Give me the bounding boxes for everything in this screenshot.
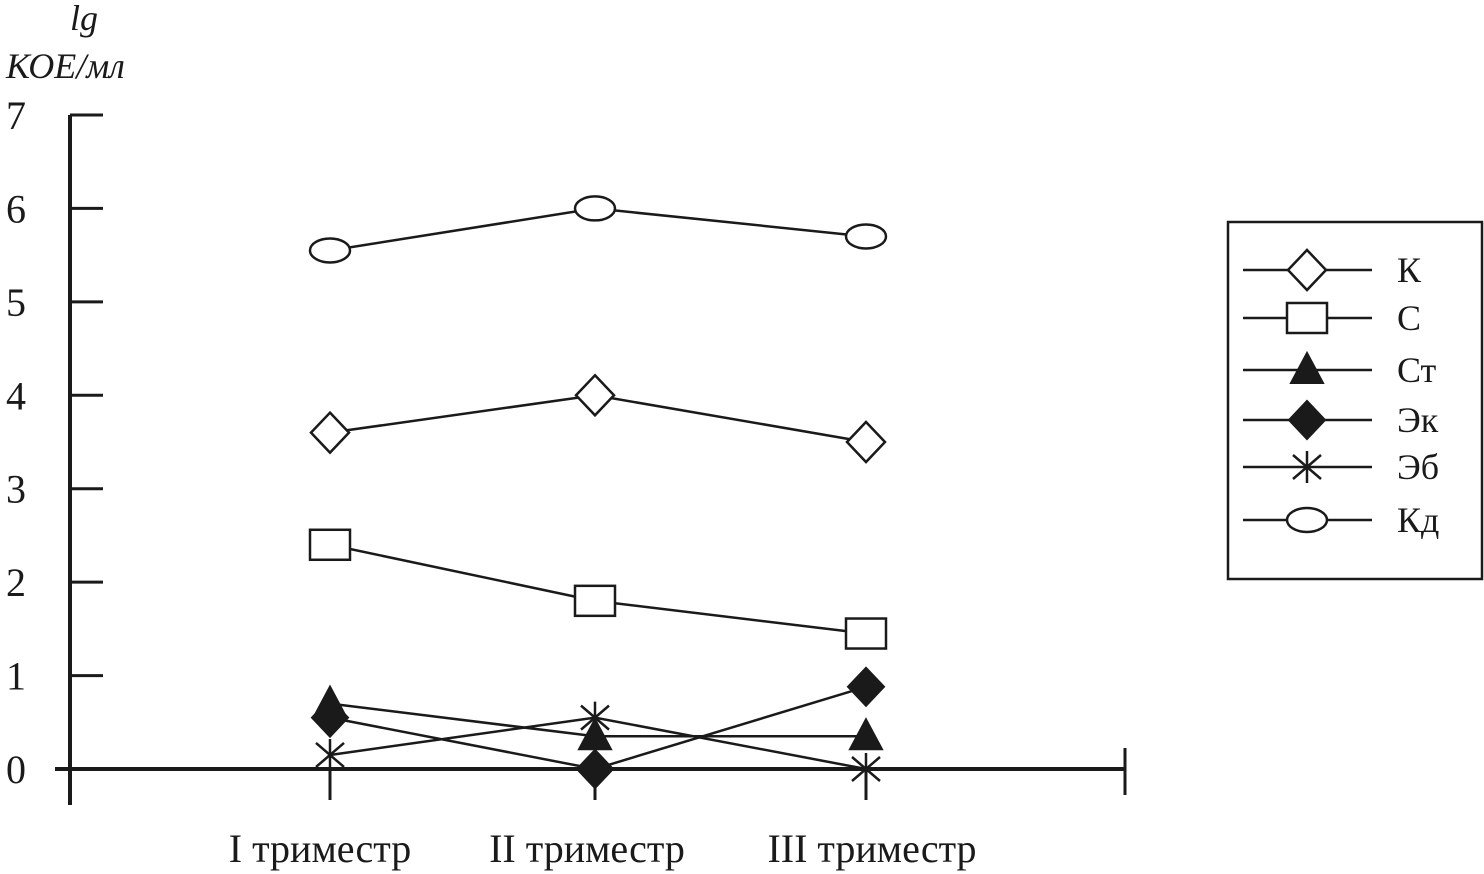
- legend-marker: [1292, 451, 1322, 483]
- legend-label: С: [1397, 298, 1421, 338]
- asterisk-stroke: [580, 704, 610, 731]
- data-point: [308, 528, 352, 562]
- legend-label: Эк: [1397, 400, 1439, 440]
- x-tick-label: I триместр: [229, 826, 411, 871]
- legend: КС Ст Эк Эб Кд: [1226, 220, 1484, 581]
- data-point: [575, 748, 615, 790]
- series-5: [315, 701, 881, 785]
- data-point: [845, 420, 887, 464]
- legend-label: Эб: [1397, 447, 1439, 487]
- series-1: [309, 373, 887, 464]
- legend-label: Ст: [1397, 350, 1437, 390]
- y-tick-label: 2: [6, 560, 26, 605]
- series-2: [308, 528, 888, 650]
- data-point: [309, 410, 351, 455]
- series-group: [308, 195, 888, 790]
- data-point: [573, 195, 617, 222]
- data-point: [580, 701, 610, 734]
- legend-marker: [1287, 399, 1327, 441]
- data-point: [574, 373, 616, 418]
- asterisk-stroke: [315, 742, 345, 768]
- y-tick-label: 5: [6, 280, 26, 325]
- y-tick-label: 1: [6, 654, 26, 699]
- y-tick-label: 7: [6, 93, 26, 138]
- y-tick-label: 0: [6, 747, 26, 792]
- data-point: [308, 237, 352, 264]
- legend-marker: [1289, 350, 1325, 384]
- legend-entry: С: [1243, 298, 1421, 338]
- y-axis-label-line2: КОЕ/мл: [5, 46, 125, 86]
- data-point: [573, 584, 617, 618]
- axes: 0 1 2 3 4 5 6 7 I триместр II триместр III тримест…: [6, 93, 1127, 871]
- data-point: [315, 738, 345, 771]
- x-tick-label: II триместр: [489, 826, 685, 871]
- y-tick-label: 4: [6, 373, 26, 418]
- legend-entry: Ст: [1243, 350, 1437, 390]
- data-point: [848, 717, 884, 751]
- y-tick-label: 6: [6, 186, 26, 231]
- asterisk-stroke: [851, 756, 881, 782]
- data-point: [846, 666, 886, 708]
- legend-entry: Кд: [1243, 500, 1439, 540]
- legend-marker: [1285, 506, 1329, 534]
- y-axis-label-line1: lg: [70, 0, 98, 38]
- data-point: [310, 697, 350, 739]
- legend-entry: Эб: [1243, 447, 1439, 487]
- legend-label: Кд: [1397, 500, 1439, 540]
- data-point: [844, 223, 888, 250]
- legend-marker: [1285, 301, 1329, 335]
- legend-box: [1226, 220, 1484, 581]
- legend-marker: [1286, 248, 1328, 292]
- y-tick-label: 3: [6, 467, 26, 512]
- legend-entry: К: [1243, 248, 1422, 292]
- x-tick-label: III триместр: [767, 826, 976, 871]
- series-6: [308, 195, 888, 264]
- data-point: [851, 753, 881, 785]
- legend-entry: Эк: [1243, 399, 1439, 441]
- asterisk-stroke: [1292, 454, 1322, 480]
- legend-label: К: [1397, 250, 1422, 290]
- data-point: [844, 617, 888, 650]
- series-4: [310, 666, 886, 790]
